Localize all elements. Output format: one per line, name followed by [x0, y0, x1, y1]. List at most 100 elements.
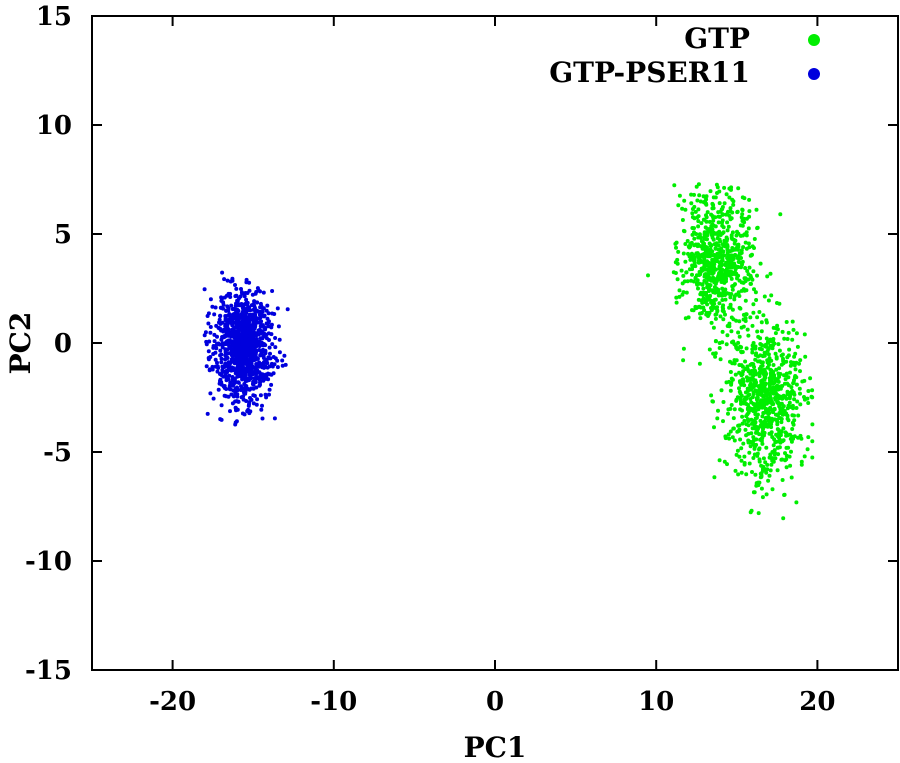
data-point — [672, 183, 677, 188]
data-point — [736, 273, 741, 278]
data-point — [796, 413, 801, 418]
data-point — [234, 322, 239, 327]
data-point — [247, 305, 251, 310]
data-point — [729, 315, 734, 320]
data-point — [251, 335, 256, 340]
data-point — [739, 458, 744, 463]
data-point — [765, 274, 770, 279]
data-point — [754, 207, 759, 212]
data-point — [222, 277, 227, 282]
data-point — [783, 451, 787, 456]
data-point — [709, 269, 714, 274]
data-point — [236, 361, 240, 366]
data-point — [242, 386, 247, 391]
data-point — [736, 259, 741, 264]
data-point — [776, 452, 781, 457]
data-point — [265, 361, 270, 365]
data-point — [730, 361, 735, 366]
data-point — [258, 305, 263, 310]
data-point — [222, 393, 227, 398]
data-point — [732, 407, 737, 412]
data-point — [725, 250, 730, 255]
data-point — [717, 266, 722, 271]
data-point — [762, 350, 767, 355]
data-point — [275, 365, 280, 370]
data-point — [806, 435, 811, 440]
data-point — [704, 267, 709, 272]
data-point — [707, 219, 712, 224]
data-point — [716, 247, 721, 252]
data-point — [741, 441, 746, 446]
data-point — [727, 195, 732, 200]
data-point — [252, 357, 257, 362]
data-point — [265, 303, 270, 308]
data-point — [224, 369, 229, 373]
data-point — [720, 273, 725, 278]
data-point — [735, 448, 740, 453]
data-point — [735, 395, 740, 400]
data-point — [766, 407, 771, 412]
data-point — [709, 393, 714, 398]
data-point — [725, 333, 730, 338]
data-point — [276, 324, 281, 329]
data-point — [728, 217, 733, 222]
data-point — [802, 454, 807, 459]
data-point — [717, 229, 722, 234]
data-point — [757, 374, 762, 379]
data-point — [764, 445, 769, 450]
data-point — [743, 359, 748, 364]
data-point — [272, 416, 277, 421]
data-point — [703, 272, 708, 277]
data-point — [234, 329, 239, 334]
data-point — [261, 356, 266, 360]
data-point — [747, 392, 752, 397]
data-point — [719, 388, 724, 393]
data-point — [750, 244, 755, 249]
data-point — [229, 366, 234, 371]
data-point — [742, 220, 747, 225]
data-point — [787, 400, 792, 405]
data-point — [760, 360, 765, 365]
data-point — [771, 337, 776, 341]
data-point — [256, 328, 261, 333]
data-point — [680, 206, 685, 211]
data-point — [692, 236, 697, 241]
data-point — [707, 289, 711, 293]
data-point — [783, 458, 788, 463]
data-point — [725, 228, 730, 233]
data-point — [690, 232, 695, 237]
data-point — [690, 272, 694, 277]
data-point — [248, 375, 253, 380]
data-point — [266, 377, 271, 382]
data-point — [211, 345, 216, 350]
data-point — [708, 253, 713, 257]
data-point — [223, 347, 228, 352]
data-point — [693, 209, 698, 214]
data-point — [723, 262, 727, 267]
data-point — [810, 395, 815, 400]
data-point — [261, 378, 266, 383]
data-point — [285, 307, 290, 312]
data-point — [785, 355, 790, 360]
data-point — [251, 302, 256, 307]
data-point — [747, 450, 752, 455]
data-point — [220, 320, 225, 325]
data-point — [216, 387, 221, 392]
data-point — [713, 224, 718, 229]
data-point — [758, 342, 763, 346]
data-point — [677, 288, 682, 293]
data-point — [721, 289, 726, 294]
data-point — [707, 241, 712, 246]
x-tick-label: 20 — [799, 687, 835, 717]
data-point — [778, 407, 783, 412]
data-point — [233, 303, 238, 308]
data-point — [759, 463, 764, 468]
data-point — [690, 308, 694, 313]
data-point — [270, 311, 275, 316]
data-point — [717, 346, 722, 350]
data-point — [225, 278, 230, 283]
data-point — [752, 287, 756, 292]
data-point — [250, 292, 255, 297]
data-point — [740, 212, 745, 217]
data-point — [745, 269, 750, 273]
